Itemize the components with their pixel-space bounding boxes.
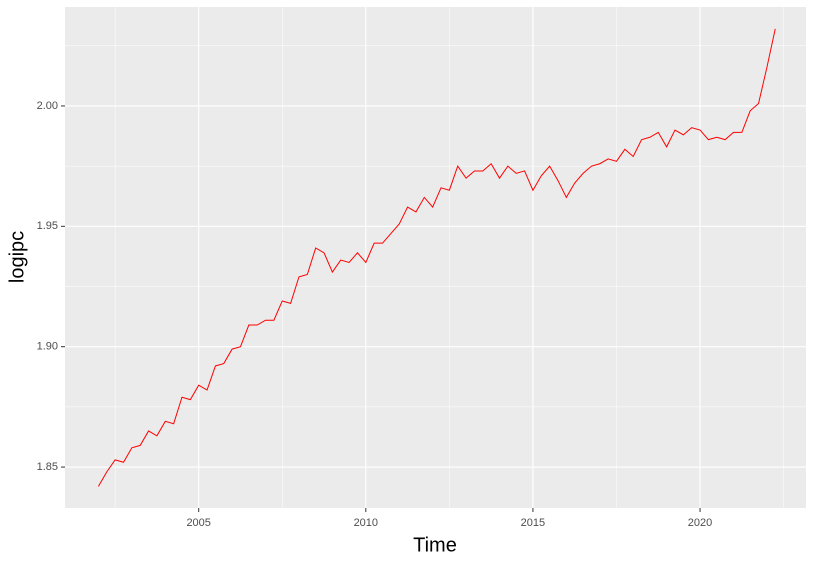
marks [97,28,776,487]
y-axis-title: logipc [6,231,28,283]
y-tick-label: 1.95 [37,220,58,232]
y-tick-label: 1.85 [37,461,58,473]
x-axis-title: Time [413,534,457,556]
grid [65,7,806,508]
x-tick-label: 2005 [186,517,210,529]
y-tick-label: 1.90 [37,341,58,353]
x-tick-label: 2015 [521,517,545,529]
x-tick-label: 2010 [354,517,378,529]
y-tick-label: 2.00 [37,100,58,112]
plot-panel [65,7,806,508]
x-tick-label: 2020 [688,517,712,529]
data-line [97,28,776,487]
